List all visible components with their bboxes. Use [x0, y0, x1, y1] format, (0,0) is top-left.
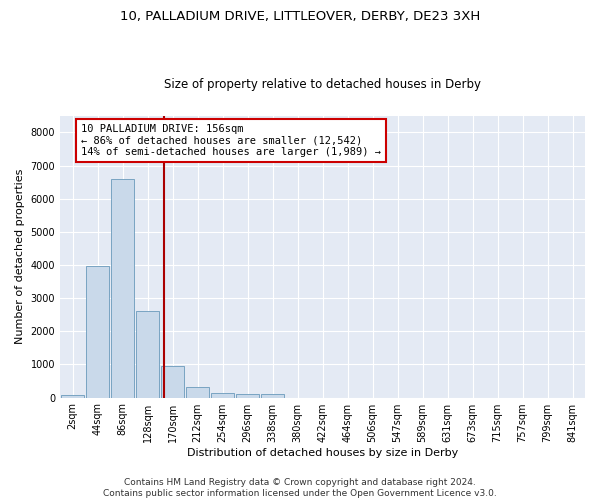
- Bar: [86, 266, 109, 398]
- Bar: [136, 310, 159, 398]
- Text: 10 PALLADIUM DRIVE: 156sqm
← 86% of detached houses are smaller (12,542)
14% of : 10 PALLADIUM DRIVE: 156sqm ← 86% of deta…: [81, 124, 381, 158]
- Bar: [236, 394, 259, 398]
- Text: Contains HM Land Registry data © Crown copyright and database right 2024.
Contai: Contains HM Land Registry data © Crown c…: [103, 478, 497, 498]
- Bar: [261, 394, 284, 398]
- Bar: [61, 395, 84, 398]
- Bar: [161, 366, 184, 398]
- Bar: [111, 180, 134, 398]
- Bar: [186, 388, 209, 398]
- Y-axis label: Number of detached properties: Number of detached properties: [15, 169, 25, 344]
- Text: 10, PALLADIUM DRIVE, LITTLEOVER, DERBY, DE23 3XH: 10, PALLADIUM DRIVE, LITTLEOVER, DERBY, …: [120, 10, 480, 23]
- X-axis label: Distribution of detached houses by size in Derby: Distribution of detached houses by size …: [187, 448, 458, 458]
- Title: Size of property relative to detached houses in Derby: Size of property relative to detached ho…: [164, 78, 481, 91]
- Bar: [211, 394, 234, 398]
